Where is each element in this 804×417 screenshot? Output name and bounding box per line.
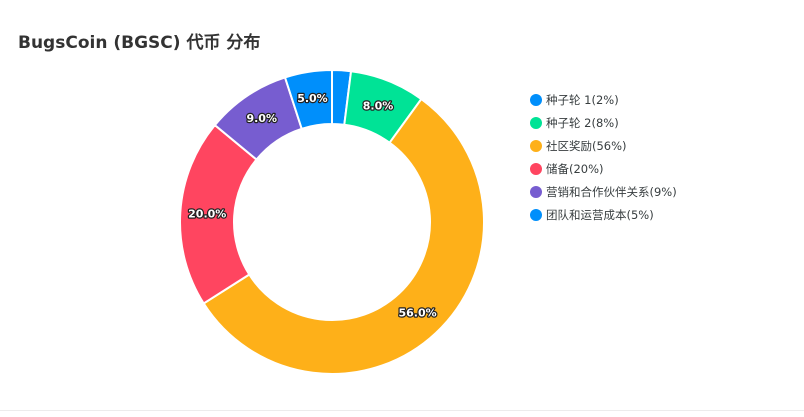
legend-item-3[interactable]: 社区奖励(56%) <box>530 134 677 157</box>
legend-label: 种子轮 1(2%) <box>546 92 619 107</box>
legend-label: 种子轮 2(8%) <box>546 115 619 130</box>
donut-slice-3[interactable] <box>202 97 485 375</box>
legend-label: 团队和运营成本(5%) <box>546 207 654 222</box>
card-bottom-divider <box>0 410 804 411</box>
legend-marker-icon <box>530 162 542 175</box>
legend-label: 储备(20%) <box>546 161 604 176</box>
legend-marker-icon <box>530 93 542 106</box>
donut-data-labels: 8.0% 56.0% 20.0% 9.0% 5.0% <box>187 91 438 321</box>
chart-legend: 种子轮 1(2%) 种子轮 2(8%) 社区奖励(56%) 储备(20%) 营销和合作伙… <box>530 88 677 226</box>
legend-label: 营销和合作伙伴关系(9%) <box>546 184 677 199</box>
data-label-5: 9.0% <box>246 112 277 125</box>
donut-slices <box>179 68 485 375</box>
legend-item-4[interactable]: 储备(20%) <box>530 157 677 180</box>
data-label-6: 5.0% <box>297 92 328 105</box>
legend-marker-icon <box>530 185 542 198</box>
legend-item-5[interactable]: 营销和合作伙伴关系(9%) <box>530 180 677 203</box>
legend-label: 社区奖励(56%) <box>546 138 627 153</box>
legend-item-2[interactable]: 种子轮 2(8%) <box>530 111 677 134</box>
data-label-2: 8.0% <box>363 99 394 112</box>
donut-slice-6[interactable] <box>283 68 333 131</box>
chart-title: BugsCoin (BGSC) 代币 分布 <box>18 33 261 53</box>
legend-item-1[interactable]: 种子轮 1(2%) <box>530 88 677 111</box>
legend-marker-icon <box>530 116 542 129</box>
data-label-3: 56.0% <box>398 307 436 320</box>
legend-marker-icon <box>530 208 542 221</box>
data-label-4: 20.0% <box>188 208 226 221</box>
legend-item-6[interactable]: 团队和运营成本(5%) <box>530 203 677 226</box>
legend-marker-icon <box>530 139 542 152</box>
